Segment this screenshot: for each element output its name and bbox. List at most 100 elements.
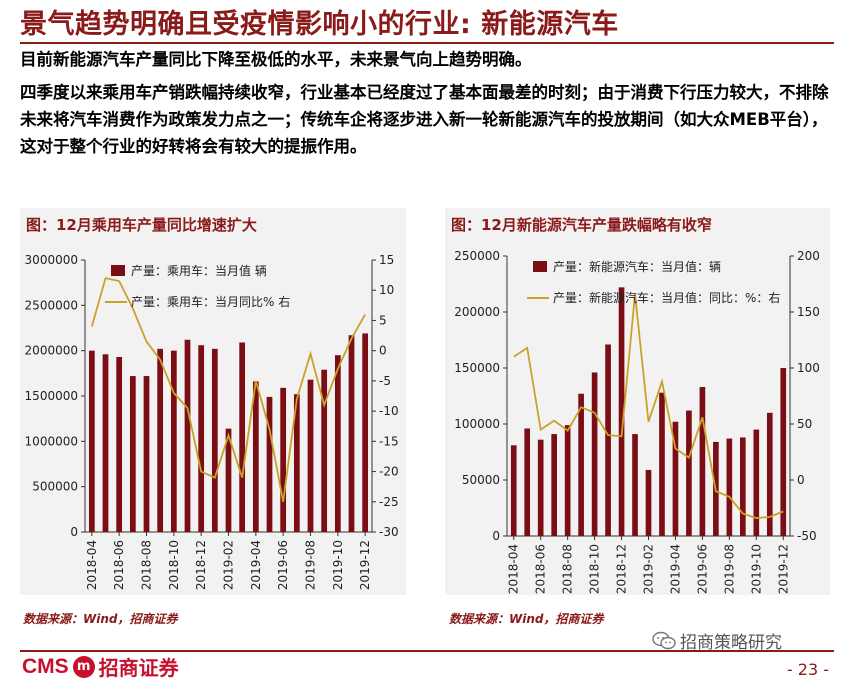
- legend-bar-label: 产量：乘用车：当月值 辆: [131, 263, 267, 278]
- x-tick-label: 2018-04: [85, 540, 99, 590]
- bar: [116, 357, 123, 532]
- left-y-tick-label: 3000000: [25, 253, 78, 267]
- bar: [266, 396, 273, 532]
- bar: [659, 392, 665, 536]
- bar: [143, 376, 150, 532]
- logo-emblem-icon: m: [72, 655, 95, 678]
- x-tick-label: 2019-12: [776, 544, 790, 594]
- bar: [618, 287, 625, 536]
- left-y-tick-label: 100000: [454, 417, 500, 431]
- bar: [211, 348, 218, 532]
- x-tick-label: 2019-06: [276, 540, 290, 590]
- left-y-tick-label: 2000000: [25, 344, 78, 358]
- right-y-tick-label: -20: [379, 465, 399, 479]
- x-tick-label: 2018-06: [534, 544, 548, 594]
- bar: [632, 434, 638, 536]
- detail-paragraph: 四季度以来乘用车产销跌幅持续收窄，行业基本已经度过了基本面最差的时刻；由于消费下…: [20, 83, 829, 156]
- right-y-tick-label: 0: [379, 344, 387, 358]
- bar: [157, 348, 164, 532]
- bar: [605, 344, 611, 536]
- bar: [321, 369, 328, 532]
- x-tick-label: 2018-12: [194, 540, 208, 590]
- wechat-name: 招商策略研究: [680, 633, 782, 653]
- left-y-tick-label: 250000: [454, 249, 500, 263]
- bar: [591, 372, 598, 536]
- bar: [551, 434, 557, 536]
- left-y-tick-label: 0: [492, 529, 500, 543]
- x-tick-label: 2019-10: [749, 544, 763, 594]
- bar: [239, 342, 246, 532]
- right-chart-title: 图：12月新能源汽车产量跌幅略有收窄: [451, 216, 712, 234]
- x-tick-label: 2019-04: [668, 544, 682, 594]
- bar: [524, 428, 531, 536]
- left-y-tick-label: 200000: [454, 305, 500, 319]
- passenger-car-production-chart: 0 500000 1000000 1500000 2000000 2500000 30000…: [25, 253, 399, 590]
- bar: [102, 354, 109, 532]
- right-y-tick-label: -10: [379, 404, 399, 418]
- x-tick-label: 2019-02: [642, 544, 656, 594]
- x-tick-label: 2018-06: [112, 540, 126, 590]
- x-tick-label: 2018-08: [561, 544, 575, 594]
- legend-line-label: 产量：新能源汽车：当月值：同比：%：右: [553, 290, 780, 305]
- right-y-tick-label: 200: [797, 249, 820, 263]
- legend-bar-swatch: [111, 265, 125, 276]
- bar: [252, 381, 259, 532]
- bar: [129, 376, 136, 532]
- right-y-tick-label: 150: [797, 305, 820, 319]
- right-data-source: 数据来源：Wind，招商证券: [449, 612, 604, 626]
- x-tick-label: 2018-12: [615, 544, 629, 594]
- left-y-tick-label: 150000: [454, 361, 500, 375]
- bar: [578, 393, 584, 536]
- bar: [280, 387, 287, 532]
- bar: [672, 421, 679, 536]
- series-line: [513, 293, 784, 519]
- bar: [225, 428, 232, 532]
- left-y-tick-label: 1000000: [25, 434, 78, 448]
- x-tick-label: 2018-10: [167, 540, 181, 590]
- x-tick-label: 2019-12: [358, 540, 372, 590]
- summary-paragraph: 目前新能源汽车产量同比下降至极低的水平，未来景气向上趋势明确。: [20, 50, 532, 69]
- bar: [726, 438, 733, 536]
- right-y-tick-label: -50: [797, 529, 817, 543]
- bar: [362, 333, 369, 532]
- left-chart-title: 图：12月乘用车产量同比增速扩大: [26, 216, 257, 234]
- legend-bar-label: 产量：新能源汽车：当月值：辆: [553, 259, 721, 274]
- x-tick-label: 2019-04: [249, 540, 263, 590]
- bar: [537, 439, 544, 536]
- left-y-tick-label: 0: [70, 525, 78, 539]
- left-y-tick-label: 1500000: [25, 389, 78, 403]
- logo-company-name: 招商证券: [98, 656, 179, 680]
- x-tick-label: 2019-02: [222, 540, 236, 590]
- cms-logo: CMS m 招商证券: [22, 652, 179, 681]
- wechat-account: 招商策略研究: [652, 628, 782, 653]
- bar: [753, 429, 760, 536]
- legend-line-label: 产量：乘用车：当月同比% 右: [131, 294, 290, 309]
- bar: [699, 387, 706, 536]
- right-y-tick-label: 50: [797, 417, 812, 431]
- footer-divider: [20, 650, 834, 652]
- bar: [645, 469, 652, 536]
- logo-cms-text: CMS: [22, 654, 69, 678]
- left-y-tick-label: 50000: [462, 473, 500, 487]
- right-y-tick-label: 100: [797, 361, 820, 375]
- series-line: [90, 277, 366, 502]
- bar: [348, 335, 355, 532]
- nev-production-chart: 0 50000 100000 150000 200000 250000 -50 0 50 100 1…: [454, 249, 820, 594]
- x-tick-label: 2018-10: [588, 544, 602, 594]
- x-tick-label: 2019-08: [722, 544, 736, 594]
- bar: [198, 345, 205, 532]
- right-y-tick-label: 15: [379, 253, 394, 267]
- right-y-tick-label: 5: [379, 313, 387, 327]
- bar: [510, 445, 517, 536]
- wechat-icon: [652, 631, 676, 649]
- right-y-tick-label: 0: [797, 473, 805, 487]
- bar: [307, 379, 314, 532]
- bar: [170, 350, 177, 532]
- left-data-source: 数据来源：Wind，招商证券: [23, 612, 178, 626]
- bar: [564, 425, 571, 536]
- bar: [88, 350, 95, 532]
- x-tick-label: 2019-10: [331, 540, 345, 590]
- x-tick-label: 2019-08: [304, 540, 318, 590]
- bar: [184, 339, 191, 532]
- x-tick-label: 2018-04: [507, 544, 521, 594]
